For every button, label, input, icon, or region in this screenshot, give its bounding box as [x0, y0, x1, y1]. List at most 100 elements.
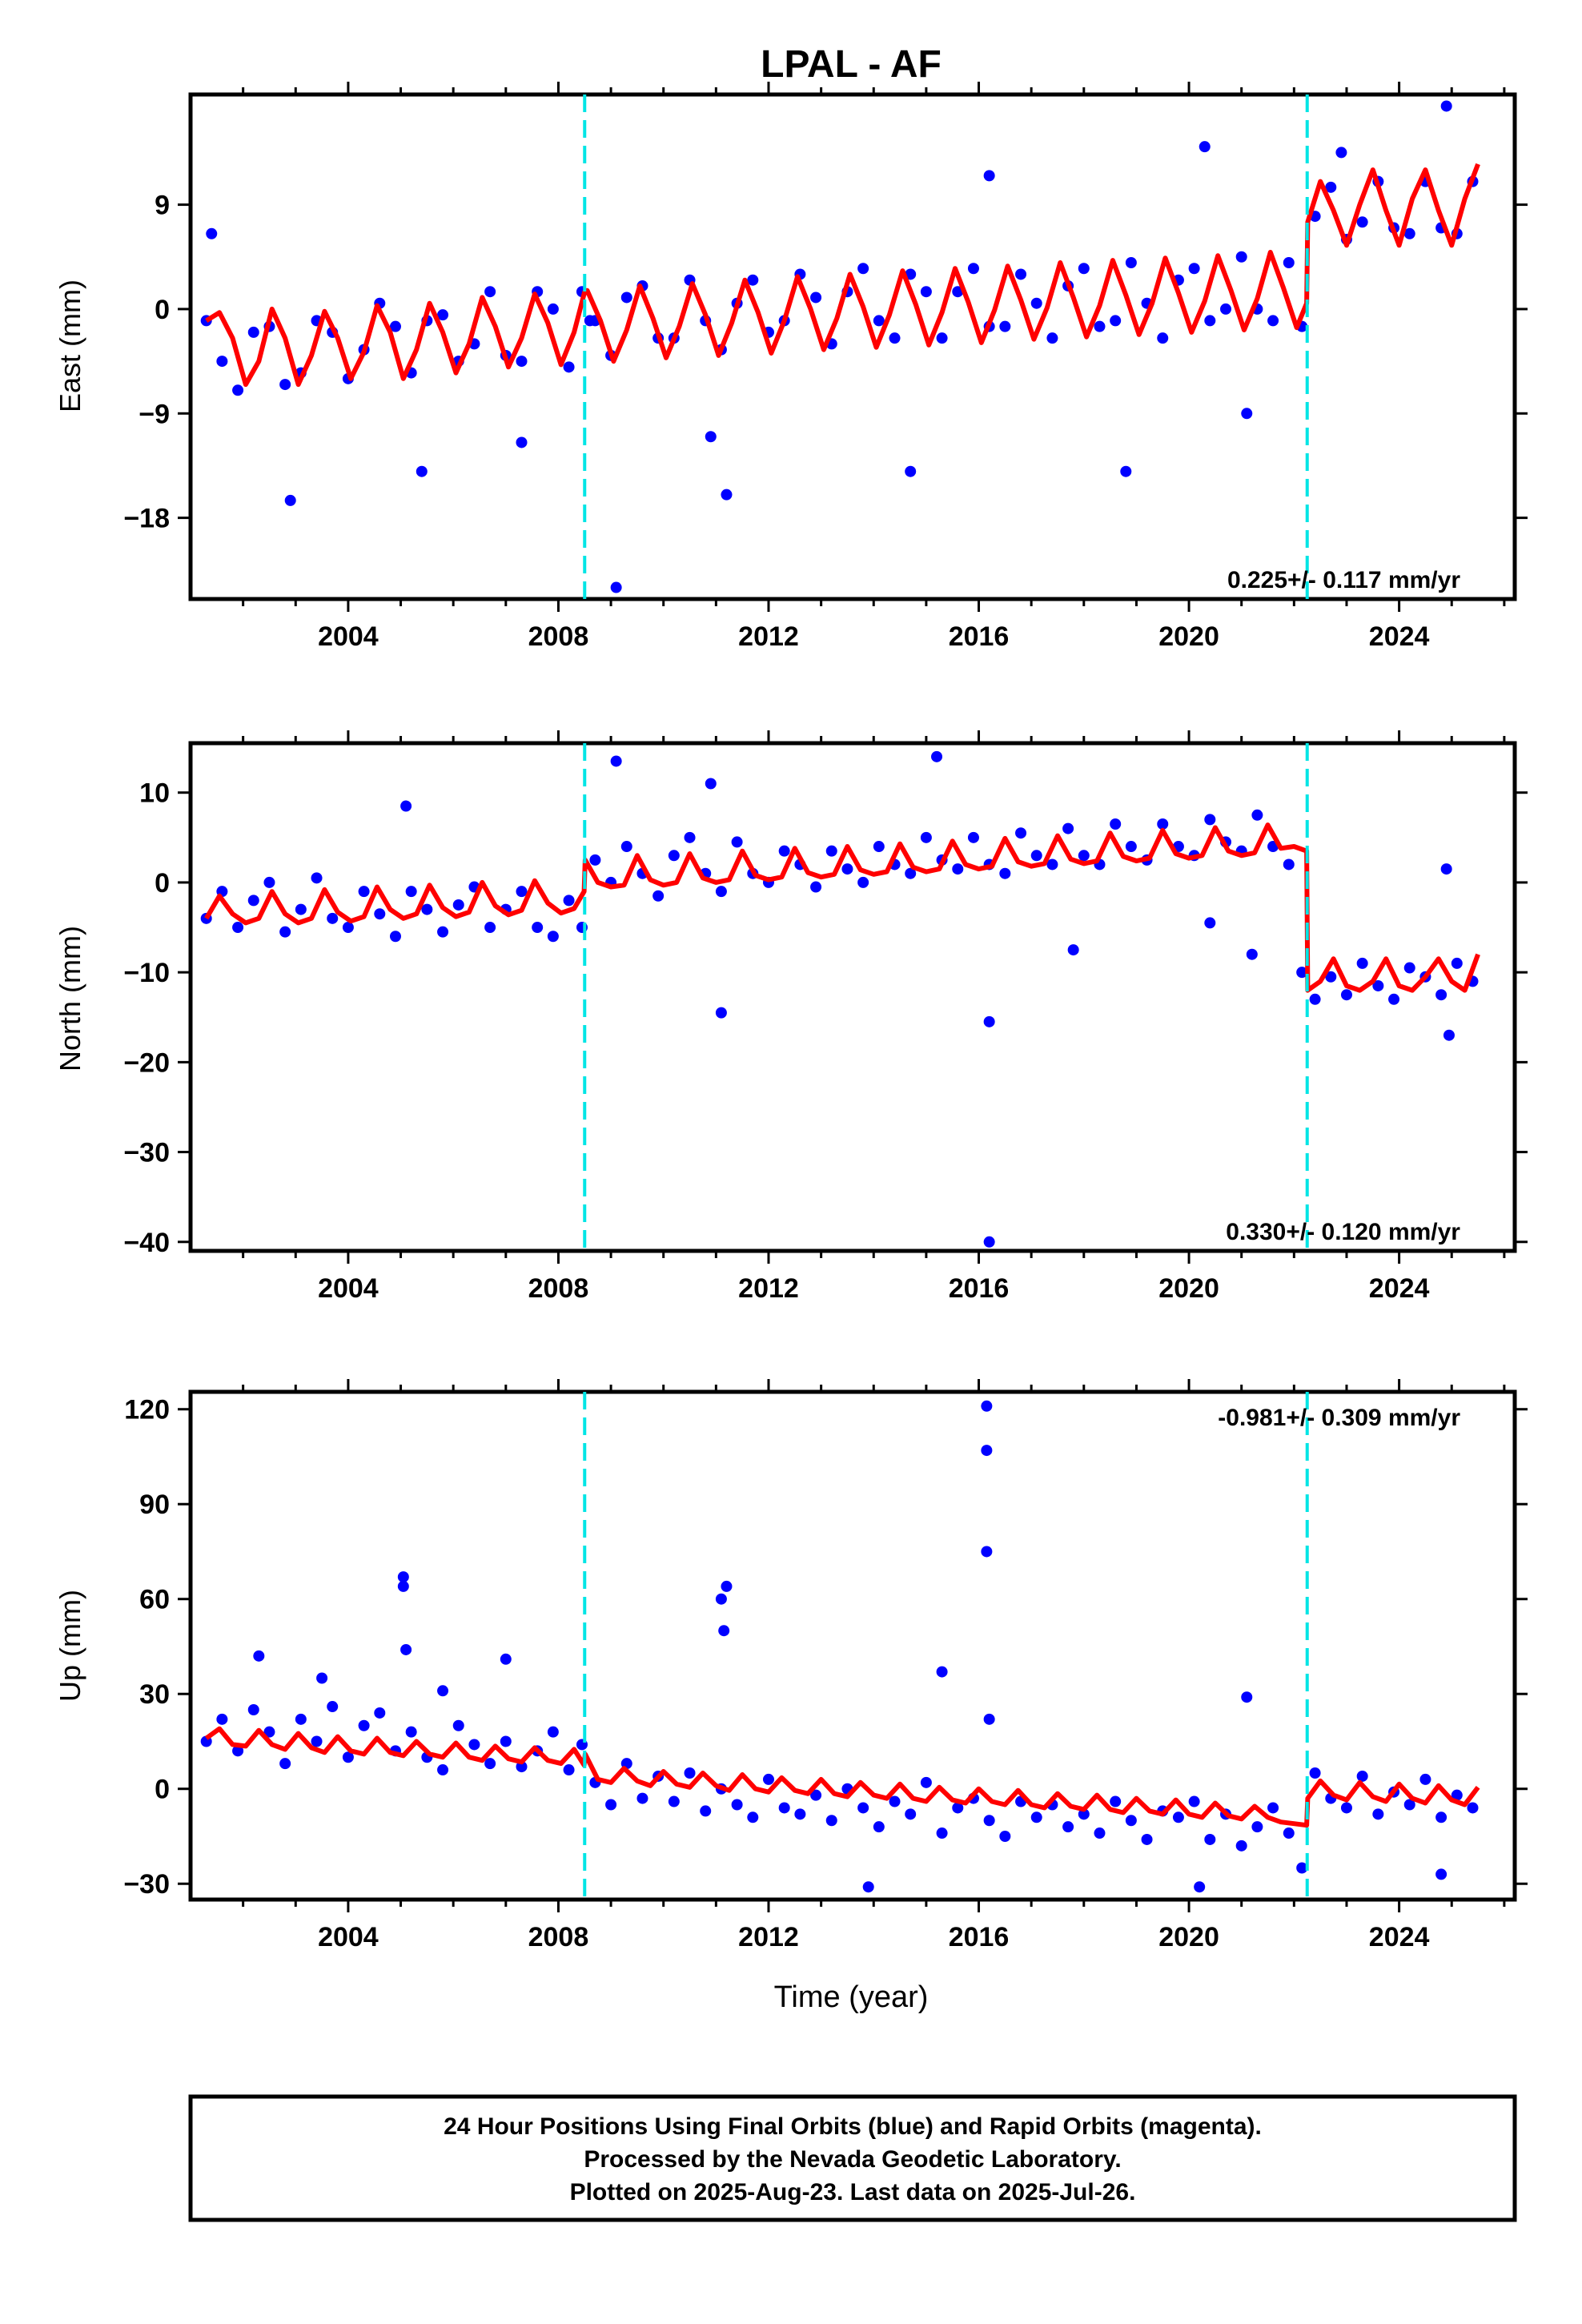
- caption-line-2: Processed by the Nevada Geodetic Laborat…: [584, 2146, 1121, 2173]
- north-data-point: [374, 908, 386, 920]
- chart-title: LPAL - AF: [761, 43, 942, 86]
- up-data-point: [873, 1821, 885, 1833]
- up-data-point: [1267, 1802, 1279, 1814]
- north-x-tick-label: 2020: [1158, 1273, 1219, 1304]
- east-x-tick-label: 2020: [1158, 621, 1219, 652]
- north-data-point: [810, 881, 822, 893]
- north-data-point: [437, 926, 449, 938]
- east-data-point: [416, 465, 428, 477]
- up-data-point: [794, 1808, 806, 1820]
- up-data-point: [405, 1726, 417, 1738]
- up-data-point: [295, 1713, 307, 1725]
- up-plot-area: [200, 1400, 1480, 1893]
- north-data-point: [1246, 948, 1258, 960]
- north-data-point: [484, 922, 496, 934]
- east-data-point: [1356, 216, 1368, 228]
- up-data-point: [311, 1735, 323, 1747]
- east-data-point: [873, 315, 885, 327]
- up-panel: Up (mm) Time (year) 2004 2008 2012 2016 2020…: [54, 1379, 1528, 2014]
- east-data-point: [279, 379, 291, 391]
- east-axis-label: East (mm): [54, 279, 86, 412]
- east-data-point: [1094, 320, 1106, 332]
- east-data-point: [1046, 332, 1058, 344]
- caption-line-3: Plotted on 2025-Aug-23. Last data on 202…: [570, 2179, 1136, 2205]
- east-x-tick-label: 2024: [1369, 621, 1430, 652]
- up-data-point: [1251, 1821, 1263, 1833]
- up-data-point: [216, 1713, 228, 1725]
- up-data-point: [1125, 1815, 1137, 1827]
- north-data-point: [1046, 858, 1058, 870]
- east-data-point: [1125, 257, 1137, 268]
- north-data-point: [999, 867, 1011, 879]
- north-x-tick-label: 2004: [318, 1273, 379, 1304]
- north-data-point: [589, 854, 601, 866]
- up-data-point: [862, 1881, 874, 1893]
- north-data-point: [1309, 993, 1321, 1005]
- north-data-point: [668, 850, 680, 862]
- north-data-point: [1451, 957, 1463, 969]
- north-data-point: [684, 831, 696, 843]
- north-data-point: [705, 778, 717, 790]
- north-y-tick-label: 0: [155, 868, 170, 899]
- east-data-point: [547, 303, 559, 315]
- north-y-tick-label: −20: [123, 1047, 170, 1078]
- north-data-point: [1110, 818, 1122, 830]
- east-data-point: [389, 320, 401, 332]
- north-data-point: [327, 912, 339, 924]
- up-x-tick-label: 2024: [1369, 1922, 1430, 1952]
- east-y-tick-label: 0: [155, 295, 170, 325]
- up-data-point: [1435, 1868, 1447, 1880]
- east-data-point: [1241, 408, 1253, 420]
- north-data-point: [873, 841, 885, 853]
- north-data-point: [232, 922, 244, 934]
- north-panel: North (mm) 2004 2008 2012 2016 2020 2024 −40 −3…: [54, 730, 1528, 1304]
- east-data-point: [1078, 263, 1090, 275]
- time-axis-label: Time (year): [774, 1980, 929, 2014]
- up-fit-line: [204, 1726, 1480, 1828]
- north-data-point: [532, 922, 544, 934]
- up-data-point: [1110, 1795, 1122, 1807]
- north-data-point: [295, 903, 307, 915]
- east-data-point: [284, 494, 296, 506]
- up-data-point: [437, 1764, 449, 1776]
- north-data-point: [1125, 841, 1137, 853]
- up-y-tick-label: 0: [155, 1775, 170, 1805]
- up-data-point: [762, 1773, 774, 1785]
- up-data-point: [1094, 1827, 1106, 1839]
- up-data-point: [1451, 1789, 1463, 1801]
- north-x-tick-label: 2008: [528, 1273, 589, 1304]
- east-fit-line: [205, 163, 1480, 388]
- east-data-point: [1335, 147, 1347, 159]
- north-data-point: [983, 1015, 995, 1027]
- up-data-point: [342, 1751, 354, 1763]
- up-data-point: [1062, 1821, 1074, 1833]
- up-data-point: [905, 1808, 917, 1820]
- up-data-point: [718, 1625, 730, 1637]
- up-data-point: [279, 1758, 291, 1770]
- north-data-point: [1283, 858, 1295, 870]
- north-y-tick-label: −10: [123, 958, 170, 988]
- up-data-point: [1340, 1802, 1352, 1814]
- east-data-point: [905, 465, 917, 477]
- east-data-point: [967, 263, 979, 275]
- north-data-point: [1204, 917, 1216, 929]
- east-data-point: [721, 489, 733, 501]
- up-data-point: [1296, 1862, 1308, 1874]
- up-data-point: [468, 1739, 480, 1751]
- up-data-point: [936, 1666, 948, 1678]
- north-data-point: [841, 863, 853, 875]
- up-x-tick-label: 2020: [1158, 1922, 1219, 1952]
- north-fit-line: [204, 822, 1480, 993]
- east-x-tick-label: 2004: [318, 621, 379, 652]
- north-data-point: [983, 1236, 995, 1248]
- up-data-point: [397, 1580, 409, 1592]
- east-x-tick-label: 2012: [738, 621, 799, 652]
- up-data-point: [1141, 1833, 1153, 1845]
- up-data-point: [232, 1745, 244, 1757]
- east-data-point: [1015, 268, 1027, 280]
- north-data-point: [516, 886, 528, 898]
- east-data-point: [1220, 303, 1232, 315]
- north-data-point: [952, 863, 964, 875]
- north-data-point: [905, 867, 917, 879]
